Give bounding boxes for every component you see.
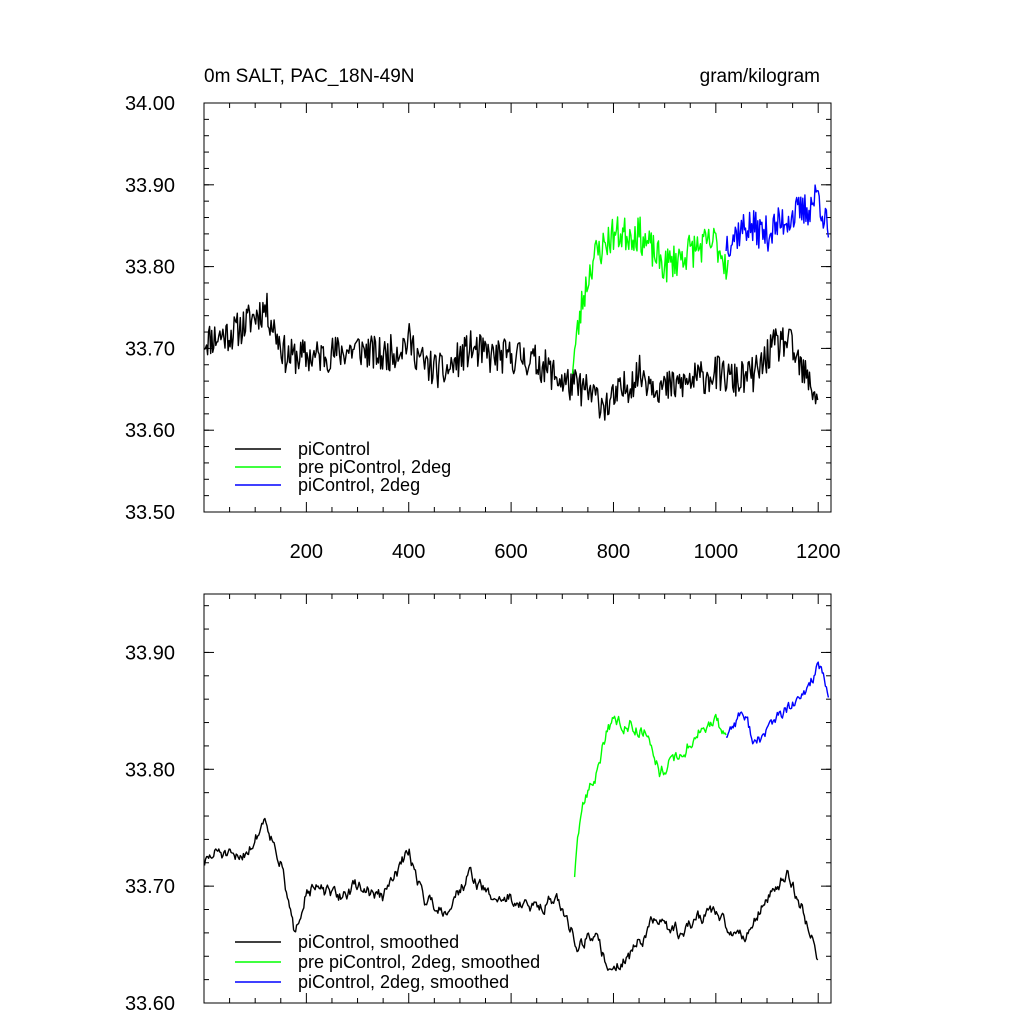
top-plot-frame [203, 102, 832, 513]
x-tick-label: 600 [494, 541, 527, 563]
series-line-2 [725, 661, 830, 745]
y-tick-label: 33.70 [125, 338, 175, 360]
series-line-0 [203, 292, 819, 421]
top-title-left: 0m SALT, PAC_18N-49N [204, 66, 415, 87]
x-tick-label: 200 [290, 541, 323, 563]
series-line-2 [725, 184, 830, 257]
y-tick-label: 33.70 [125, 876, 175, 898]
bottom-axis-ticks: 33.60 33.70 33.80 33.90 [125, 594, 831, 1015]
legend-label: piControl, 2deg, smoothed [298, 972, 509, 992]
top-axis-ticks: 33.50 33.60 33.70 33.80 33.90 34.00 200 400 600 8… [125, 93, 841, 563]
top-series-lines [203, 184, 830, 421]
y-tick-label: 33.60 [125, 420, 175, 442]
legend-label: piControl, smoothed [298, 932, 459, 952]
y-tick-label: 33.80 [125, 759, 175, 781]
y-tick-label: 33.80 [125, 257, 175, 279]
y-tick-label: 33.60 [125, 993, 175, 1015]
x-tick-label: 400 [392, 541, 425, 563]
legend-label: piControl [298, 439, 370, 459]
series-line-1 [571, 216, 729, 374]
x-tick-label: 800 [597, 541, 630, 563]
top-panel: 0m SALT, PAC_18N-49N gram/kilogram 33.50… [125, 66, 841, 563]
bottom-plot-frame [203, 593, 832, 1004]
bottom-panel: 33.60 33.70 33.80 33.90 piControl, smoothed… [125, 593, 832, 1015]
series-line-1 [573, 713, 727, 878]
legend-label: pre piControl, 2deg [298, 457, 451, 477]
bottom-series-lines [203, 661, 830, 972]
legend-label: piControl, 2deg [298, 475, 420, 495]
y-tick-label: 34.00 [125, 93, 175, 115]
x-tick-label: 1000 [694, 541, 739, 563]
series-line-0 [203, 817, 819, 972]
y-tick-label: 33.50 [125, 502, 175, 524]
top-title-right: gram/kilogram [700, 66, 820, 87]
y-tick-label: 33.90 [125, 175, 175, 197]
legend-label: pre piControl, 2deg, smoothed [298, 952, 540, 972]
y-tick-label: 33.90 [125, 642, 175, 664]
x-tick-label: 1200 [796, 541, 841, 563]
